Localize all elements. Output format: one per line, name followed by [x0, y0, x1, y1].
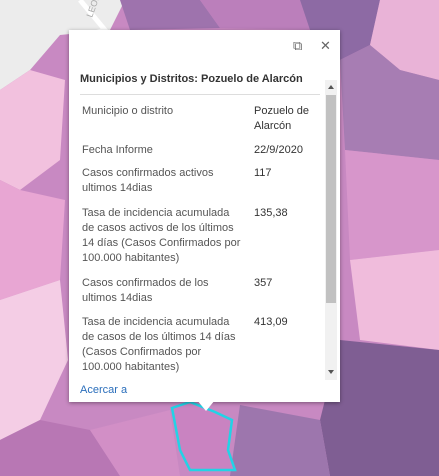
- area: [320, 340, 439, 476]
- field-label: Fecha Informe: [82, 144, 153, 156]
- scroll-thumb[interactable]: [326, 95, 336, 303]
- scrollbar[interactable]: [324, 80, 338, 380]
- maximize-button[interactable]: ⧉: [293, 38, 303, 53]
- area: [0, 280, 68, 440]
- field-value: 117: [254, 167, 272, 179]
- area: [300, 0, 380, 60]
- scroll-down[interactable]: [328, 370, 334, 374]
- area: [0, 70, 65, 190]
- area: [370, 0, 439, 80]
- area: [0, 420, 120, 476]
- separator: [80, 94, 320, 95]
- field-value: 413,09: [254, 316, 288, 328]
- field-label: Casos confirmados de los ultimos 14dias: [82, 277, 209, 304]
- popup-pointer: [197, 400, 215, 411]
- field-label: Tasa de incidencia acumulada de casos de…: [82, 316, 236, 373]
- popup-title: Municipios y Distritos: Pozuelo de Alarc…: [80, 73, 303, 85]
- area: [120, 0, 220, 30]
- popup: ⧉ ✕ Municipios y Distritos: Pozuelo de A…: [69, 30, 340, 402]
- area: [0, 180, 65, 300]
- area: [345, 150, 439, 260]
- field-value: 135,38: [254, 207, 288, 219]
- area: [90, 410, 180, 476]
- close-button[interactable]: ✕: [320, 38, 331, 53]
- scroll-up[interactable]: [328, 85, 334, 89]
- field-value: Pozuelo de Alarcón: [254, 105, 310, 132]
- area: [340, 45, 439, 160]
- field-value: 357: [254, 277, 273, 289]
- field-label: Tasa de incidencia acumulada de casos ac…: [82, 207, 241, 264]
- attribute-table: Municipio o distrito Pozuelo de Alarcón Fe…: [69, 96, 324, 380]
- field-value: 22/9/2020: [254, 144, 303, 156]
- area: [350, 250, 439, 350]
- area: [200, 0, 310, 30]
- area: [230, 405, 330, 476]
- area-grey: [0, 0, 125, 90]
- field-label: Municipio o distrito: [82, 105, 174, 117]
- field-label: Casos confirmados activos ultimos 14dias: [82, 167, 214, 194]
- zoom-link[interactable]: Acercar a: [80, 384, 128, 396]
